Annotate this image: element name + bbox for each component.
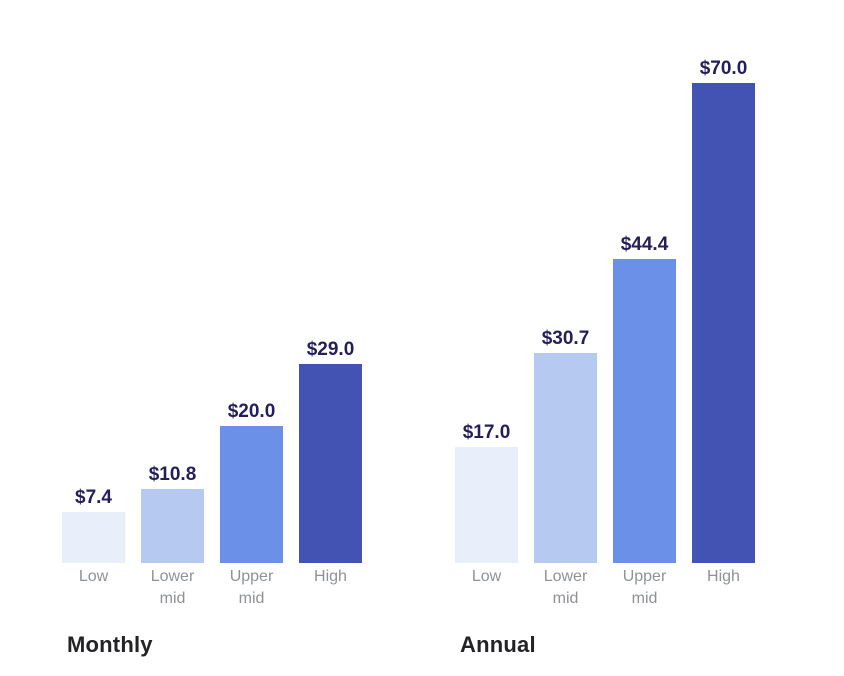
bar — [613, 259, 676, 563]
bar — [534, 353, 597, 563]
bar-column: $7.4 — [62, 487, 125, 563]
category-label: Lower mid — [543, 568, 588, 607]
bar-column: $44.4 — [613, 234, 676, 563]
bar — [62, 512, 125, 563]
bar-value-label: $70.0 — [699, 58, 748, 79]
bar-column: $29.0 — [299, 339, 362, 563]
category-label: Lower mid — [150, 568, 195, 607]
category-label: High — [707, 568, 740, 585]
monthly-plot-area: $7.4 $10.8 $20.0 $29.0 — [62, 0, 362, 563]
category-label: Low — [471, 568, 502, 585]
bar-value-label: $10.8 — [148, 464, 197, 485]
annual-category-axis: Low Lower mid Upper mid High — [455, 566, 755, 610]
bar-column: $10.8 — [141, 464, 204, 563]
category-label: High — [314, 568, 347, 585]
bar-value-label: $44.4 — [620, 234, 669, 255]
bar-value-label: $17.0 — [462, 422, 511, 443]
monthly-category-axis: Low Lower mid Upper mid High — [62, 566, 362, 610]
bar-value-label: $29.0 — [306, 339, 355, 360]
annual-plot-area: $17.0 $30.7 $44.4 $70.0 — [455, 0, 755, 563]
bar-column: $70.0 — [692, 58, 755, 563]
category-label: Upper mid — [622, 568, 667, 607]
bar — [141, 489, 204, 563]
bar-column: $30.7 — [534, 328, 597, 563]
annual-chart: $17.0 $30.7 $44.4 $70.0 Low Lower mid Upper m… — [455, 0, 755, 658]
monthly-chart: $7.4 $10.8 $20.0 $29.0 Low Lower mid Upper mi… — [62, 0, 362, 658]
bar-column: $17.0 — [455, 422, 518, 563]
bar — [455, 447, 518, 563]
bar-value-label: $30.7 — [541, 328, 590, 349]
bar — [692, 83, 755, 563]
annual-chart-title: Annual — [460, 632, 536, 657]
monthly-chart-title: Monthly — [67, 632, 153, 657]
category-label: Upper mid — [229, 568, 274, 607]
bar-value-label: $20.0 — [227, 401, 276, 422]
bar — [220, 426, 283, 563]
bar-column: $20.0 — [220, 401, 283, 563]
category-label: Low — [78, 568, 109, 585]
bar — [299, 364, 362, 563]
bar-value-label: $7.4 — [75, 487, 112, 508]
